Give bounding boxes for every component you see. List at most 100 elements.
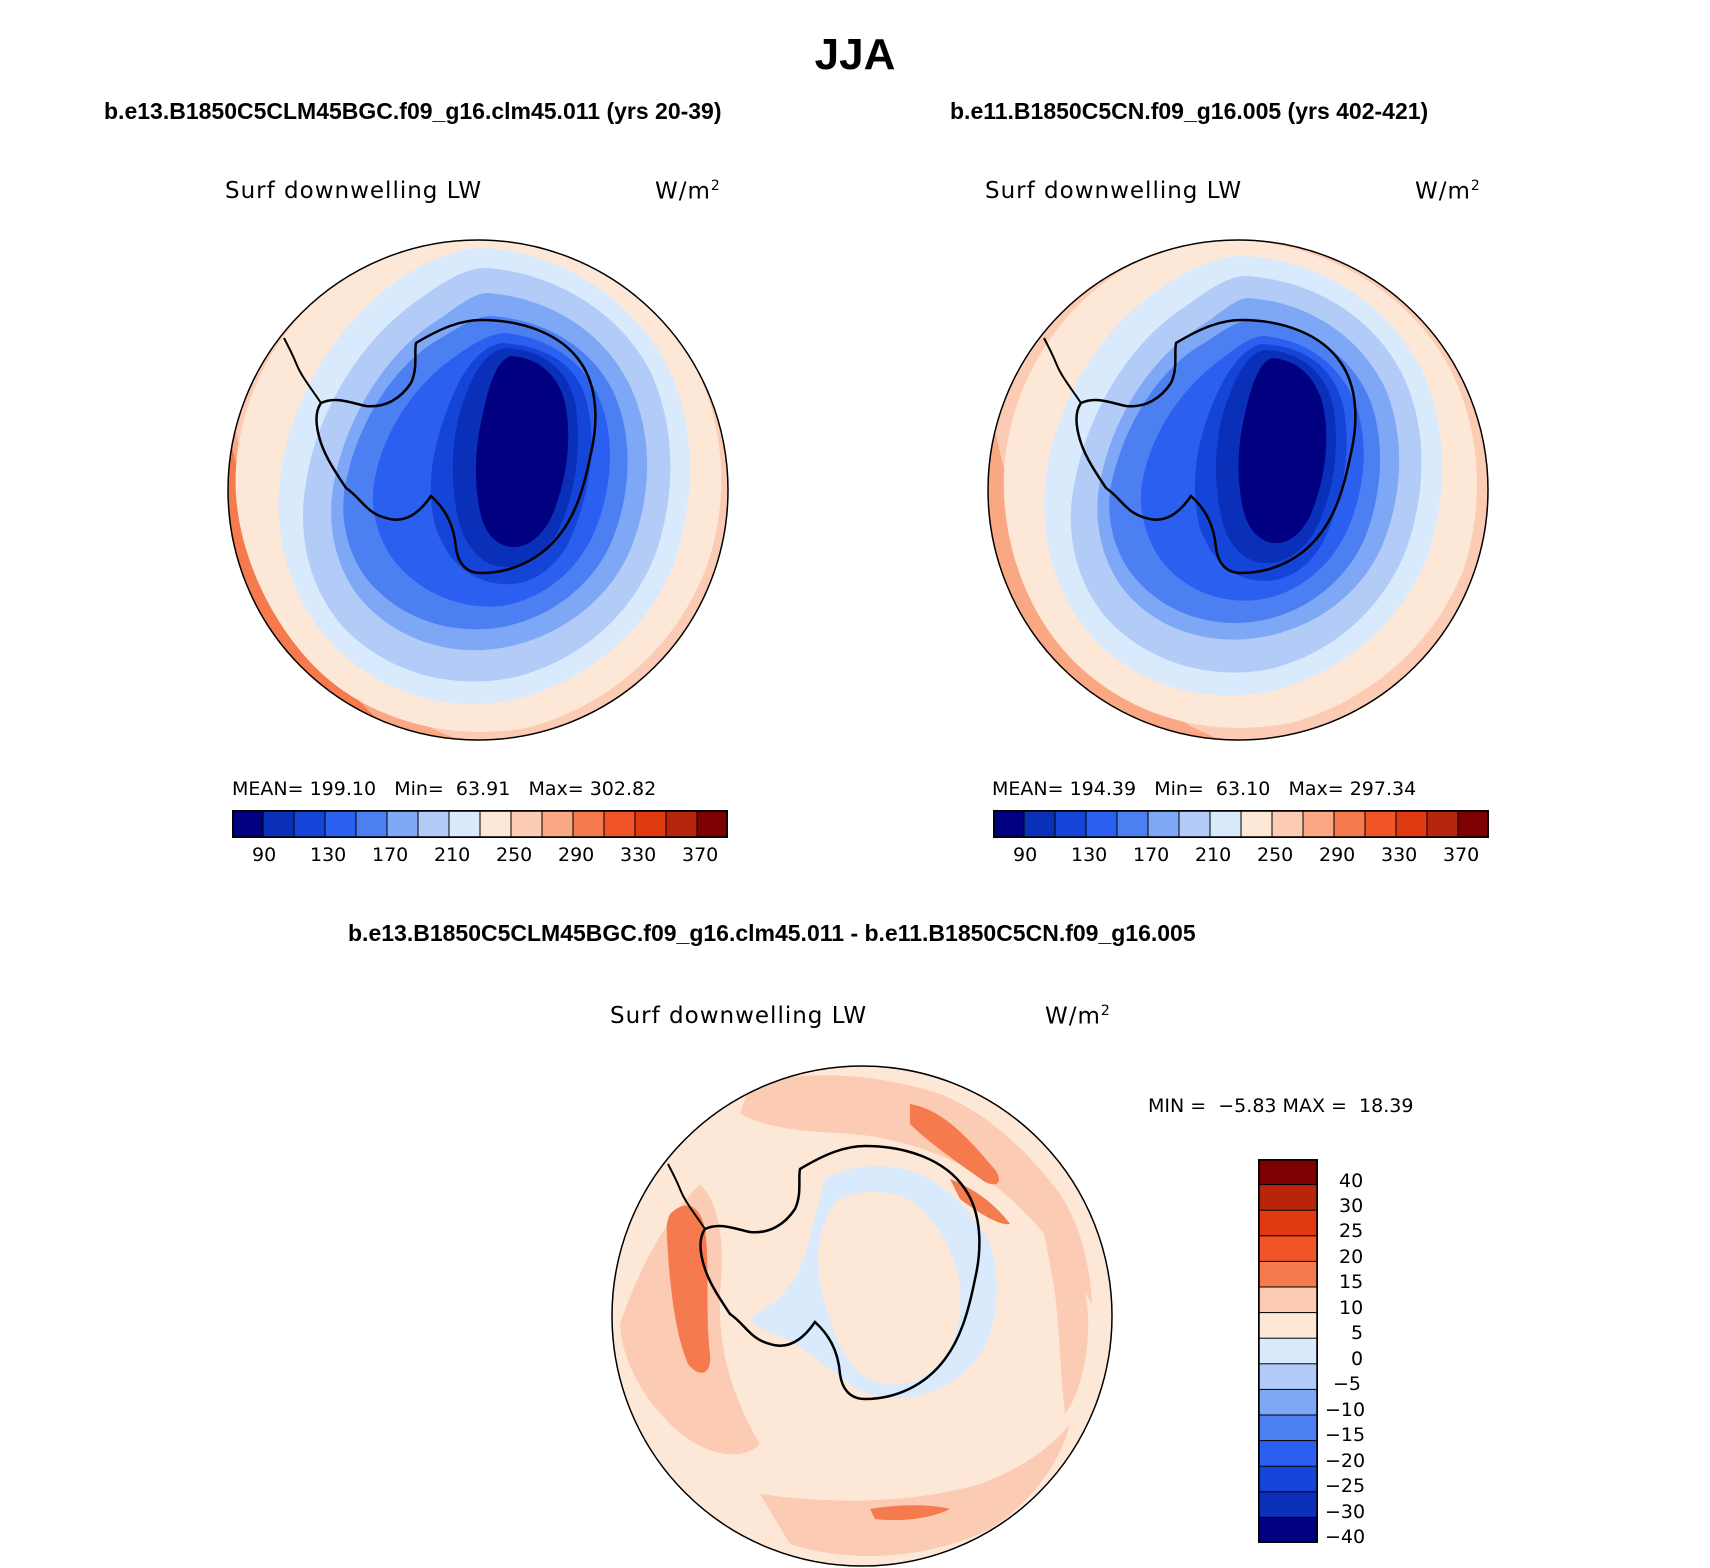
tick-label: 170 [372, 844, 409, 866]
tick-label: 90 [252, 844, 277, 866]
left-stats: MEAN= 199.10 Min= 63.91 Max= 302.82 [232, 778, 657, 800]
map-band-15to20 [910, 1104, 1000, 1185]
tick-label: 370 [1443, 844, 1480, 866]
tick-label: −15 [1325, 1424, 1366, 1446]
colorbar-swatch [1333, 810, 1366, 838]
tick-label: 130 [310, 844, 347, 866]
colorbar-swatch [386, 810, 419, 838]
colorbar-swatch [324, 810, 357, 838]
colorbar-swatch [572, 810, 605, 838]
colorbar-swatch [603, 810, 636, 838]
diff-units-label: W/m2 [1045, 1003, 1111, 1030]
right-colorbar [993, 810, 1489, 838]
tick-label: 10 [1339, 1297, 1364, 1319]
right-field-label: Surf downwelling LW [985, 178, 1243, 204]
colorbar-swatch [1258, 1159, 1318, 1186]
colorbar-swatch [1258, 1286, 1318, 1314]
tick-label: 5 [1351, 1322, 1364, 1344]
tick-label: 15 [1339, 1271, 1364, 1293]
diff-colorbar-ticks: 40 30 25 20 15 10 5 0 −5 −10 −15 −20 −25… [1325, 1170, 1395, 1550]
antarctic-peninsula [283, 337, 322, 404]
diff-case-title: b.e13.B1850C5CLM45BGC.f09_g16.clm45.011 … [348, 920, 1196, 946]
tick-label: 250 [496, 844, 533, 866]
right-colorbar-ticks: 90 130 170 210 250 290 330 370 [993, 844, 1489, 868]
diff-stats: MIN = −5.83 MAX = 18.39 [1148, 1095, 1414, 1117]
colorbar-swatch [1426, 810, 1459, 838]
tick-label: 130 [1071, 844, 1108, 866]
antarctic-peninsula [1043, 337, 1082, 404]
diff-polar-map [611, 1065, 1113, 1567]
colorbar-swatch [541, 810, 574, 838]
colorbar-swatch [1116, 810, 1149, 838]
antarctica-coastline [699, 1144, 981, 1401]
right-stats: MEAN= 194.39 Min= 63.10 Max= 297.34 [992, 778, 1417, 800]
tick-label: −40 [1325, 1526, 1366, 1548]
tick-label: −30 [1325, 1501, 1366, 1523]
colorbar-swatch [993, 810, 1025, 838]
tick-label: 290 [1319, 844, 1356, 866]
colorbar-swatch [1240, 810, 1273, 838]
tick-label: 25 [1339, 1220, 1364, 1242]
colorbar-swatch [479, 810, 512, 838]
colorbar-swatch [1258, 1312, 1318, 1340]
left-colorbar-ticks: 90 130 170 210 250 290 330 370 [232, 844, 728, 868]
colorbar-swatch [417, 810, 450, 838]
antarctica-coastline [315, 318, 597, 575]
colorbar-swatch [232, 810, 264, 838]
tick-label: 210 [434, 844, 471, 866]
colorbar-swatch [1258, 1440, 1318, 1468]
colorbar-swatch [1395, 810, 1428, 838]
map-ring-90 [1238, 358, 1327, 544]
map-border [987, 239, 1489, 741]
tick-label: 20 [1339, 1246, 1364, 1268]
colorbar-swatch [1085, 810, 1118, 838]
colorbar-swatch [1258, 1516, 1318, 1543]
colorbar-swatch [1178, 810, 1211, 838]
colorbar-swatch [1258, 1363, 1318, 1391]
colorbar-swatch [1258, 1337, 1318, 1365]
colorbar-swatch [1209, 810, 1242, 838]
colorbar-swatch [634, 810, 667, 838]
left-units-label: W/m2 [655, 178, 721, 205]
right-units-label: W/m2 [1415, 178, 1481, 205]
colorbar-swatch [293, 810, 326, 838]
colorbar-swatch [1302, 810, 1335, 838]
tick-label: −5 [1333, 1373, 1362, 1395]
left-case-title: b.e13.B1850C5CLM45BGC.f09_g16.clm45.011 … [104, 98, 722, 124]
colorbar-swatch [1258, 1260, 1318, 1288]
tick-label: 370 [682, 844, 719, 866]
tick-label: 0 [1351, 1348, 1364, 1370]
tick-label: −25 [1325, 1475, 1366, 1497]
tick-label: 330 [1381, 844, 1418, 866]
colorbar-swatch [1258, 1235, 1318, 1263]
map-border [227, 239, 729, 741]
colorbar-swatch [1258, 1184, 1318, 1211]
right-polar-map [987, 239, 1489, 741]
diff-field-label: Surf downwelling LW [610, 1003, 868, 1029]
colorbar-swatch [355, 810, 388, 838]
tick-label: 250 [1257, 844, 1294, 866]
colorbar-swatch [1258, 1414, 1318, 1442]
tick-label: 170 [1133, 844, 1170, 866]
tick-label: 290 [558, 844, 595, 866]
tick-label: −10 [1325, 1399, 1366, 1421]
right-case-title: b.e11.B1850C5CN.f09_g16.005 (yrs 402-421… [950, 98, 1429, 124]
tick-label: 90 [1013, 844, 1038, 866]
colorbar-swatch [1364, 810, 1397, 838]
antarctic-peninsula [667, 1163, 706, 1230]
colorbar-swatch [1258, 1388, 1318, 1416]
left-field-label: Surf downwelling LW [225, 178, 483, 204]
colorbar-swatch [1147, 810, 1180, 838]
colorbar-swatch [696, 810, 728, 838]
tick-label: −20 [1325, 1450, 1366, 1472]
colorbar-swatch [1258, 1209, 1318, 1237]
diff-colorbar [1258, 1159, 1318, 1543]
colorbar-swatch [1457, 810, 1489, 838]
tick-label: 40 [1339, 1170, 1364, 1192]
antarctica-coastline [1075, 318, 1357, 575]
colorbar-swatch [1258, 1465, 1318, 1493]
colorbar-swatch [262, 810, 295, 838]
map-interior-0to5 [818, 1192, 961, 1385]
map-band-15to20 [870, 1505, 950, 1521]
map-ring-90 [475, 356, 569, 548]
